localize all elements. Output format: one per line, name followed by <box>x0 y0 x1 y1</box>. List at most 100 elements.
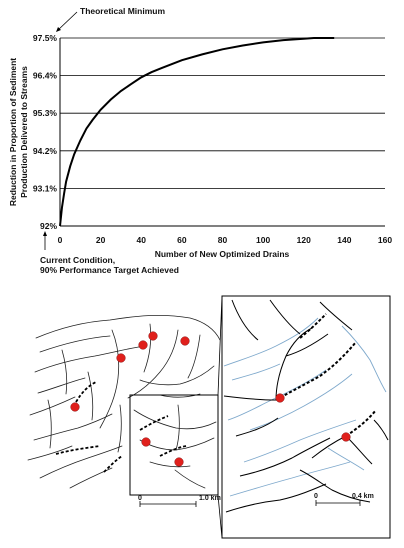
map-road <box>87 371 94 421</box>
y-tick-label: 94.2% <box>33 146 58 156</box>
annotation-current-condition-line1: Current Condition, <box>40 255 115 265</box>
x-tick-labels: 0 20 40 60 80 100 120 140 160 <box>58 235 393 245</box>
annotation-theoretical-minimum: Theoretical Minimum <box>80 6 165 16</box>
inset-stream <box>249 373 353 431</box>
drain-marker <box>174 457 184 467</box>
inset-stream <box>327 447 365 471</box>
map-road <box>34 345 146 373</box>
map-road <box>159 393 201 398</box>
map-road <box>149 461 191 468</box>
map-road <box>139 365 215 386</box>
drain-marker <box>180 336 190 346</box>
y-tick-labels: 92% 93.1% 94.2% 95.3% 96.4% 97.5% <box>33 33 58 231</box>
drain-marker <box>70 402 80 412</box>
y-tick-label: 96.4% <box>33 71 58 81</box>
drain-marker <box>116 353 126 363</box>
x-tick-label: 80 <box>218 235 228 245</box>
y-axis-title-line1: Reduction in Proportion of Sediment <box>8 58 18 206</box>
inset-drain-marker <box>341 432 351 442</box>
drain-marker <box>141 437 151 447</box>
annotation-top-arrowhead <box>56 27 61 32</box>
scale-bar-left: 0 1.0 km <box>138 495 221 507</box>
inset-road <box>239 437 331 477</box>
map-road <box>39 335 111 353</box>
inset-road <box>231 299 259 341</box>
watershed-map <box>27 315 221 489</box>
inset-stream <box>231 363 281 381</box>
map-drain-road <box>139 415 169 431</box>
inset-road <box>225 483 327 513</box>
x-tick-label: 0 <box>58 235 63 245</box>
inset-roads <box>223 299 389 513</box>
inset-drain-road <box>345 409 377 437</box>
inset-connector-top <box>217 295 223 396</box>
x-tick-label: 120 <box>297 235 311 245</box>
map-road <box>127 329 179 399</box>
annotation-current-condition-line2: 90% Performance Target Achieved <box>40 265 179 275</box>
y-tick-label: 92% <box>40 221 57 231</box>
map-drain-road <box>159 445 187 457</box>
inset-stream <box>341 325 387 393</box>
x-tick-label: 140 <box>337 235 351 245</box>
series-line <box>59 37 335 227</box>
scale-inset-end: 0.4 km <box>352 493 374 500</box>
map-road <box>33 413 113 441</box>
map-road <box>99 329 120 429</box>
map-road <box>37 377 86 394</box>
map-road <box>35 315 221 341</box>
inset-road <box>299 469 371 503</box>
y-tick-label: 93.1% <box>33 183 58 193</box>
inset-drain-marker <box>275 393 285 403</box>
map-road <box>139 437 215 451</box>
watershed-map-drain-roads <box>55 381 187 473</box>
y-tick-label: 97.5% <box>33 33 58 43</box>
scale-inset-zero: 0 <box>314 493 318 500</box>
x-tick-label: 160 <box>378 235 392 245</box>
map-drain-road <box>103 455 123 473</box>
map-road <box>175 404 180 451</box>
chart: 0 20 40 60 80 100 120 140 160 92% 93.1% 94.2% 95.3%… <box>8 6 392 275</box>
inset-connector-bottom <box>217 494 223 539</box>
drain-marker <box>138 340 148 350</box>
inset-streams <box>223 317 387 497</box>
map-road <box>39 445 123 479</box>
map-drain-road <box>75 381 97 403</box>
y-axis-title-line2: Production Delivered to Streams <box>19 66 29 198</box>
inset-drain-road <box>299 313 327 339</box>
chart-gridlines <box>60 37 385 189</box>
inset-road <box>319 301 353 331</box>
annotation-bottom-arrowhead <box>43 231 47 236</box>
inset-road <box>269 299 301 335</box>
map-road <box>69 467 113 489</box>
map-road <box>174 469 206 489</box>
map-road <box>187 334 201 379</box>
x-tick-label: 100 <box>256 235 270 245</box>
map-road <box>143 323 152 373</box>
map-road <box>61 349 68 395</box>
map-road <box>47 399 52 449</box>
drain-marker <box>148 331 158 341</box>
inset-map-frame <box>221 295 391 539</box>
inset-stream <box>229 461 351 497</box>
inset-road <box>373 419 389 441</box>
x-axis-title: Number of New Optimized Drains <box>155 249 290 259</box>
map-road <box>29 396 76 416</box>
x-tick-label: 40 <box>137 235 147 245</box>
inset-drain-road <box>275 341 357 401</box>
inset-locator-box <box>129 394 219 496</box>
map-road <box>27 445 73 461</box>
x-tick-label: 20 <box>96 235 106 245</box>
inset-drain-roads <box>275 313 377 437</box>
annotation-top-arrow <box>56 11 78 32</box>
inset-road <box>223 395 277 401</box>
map-drain-road <box>55 445 101 455</box>
map-road <box>117 404 122 453</box>
x-tick-label: 60 <box>177 235 187 245</box>
inset-road <box>235 417 279 437</box>
scale-left-zero: 0 <box>138 495 142 502</box>
inset-stream <box>243 419 357 463</box>
scale-bar-inset: 0 0.4 km <box>314 493 374 506</box>
map-road <box>133 409 217 430</box>
y-tick-label: 95.3% <box>33 108 58 118</box>
